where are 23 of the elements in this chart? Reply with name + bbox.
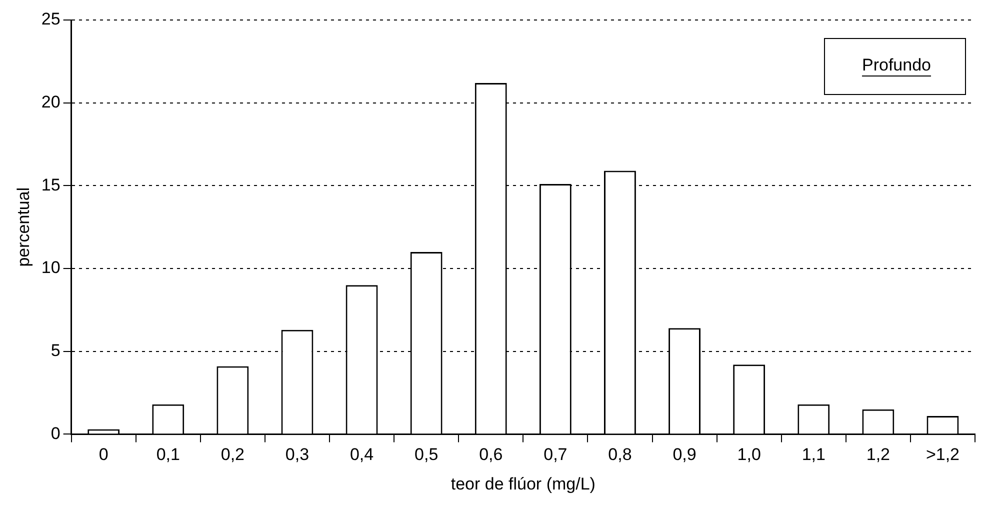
x-tick-label: 0,9 xyxy=(672,445,696,464)
y-tick-label: 0 xyxy=(50,424,60,443)
x-tick-label: 0,8 xyxy=(608,445,632,464)
x-tick-label: 1,0 xyxy=(737,445,761,464)
text: Profundo xyxy=(862,56,932,75)
x-tick-label: 0,2 xyxy=(220,445,245,464)
x-tick-label: 0,3 xyxy=(285,445,310,464)
x-axis-title: teor de flúor (mg/L) xyxy=(450,474,596,494)
y-tick-label: 5 xyxy=(50,341,60,360)
x-tick-label: 0,6 xyxy=(479,445,503,464)
x-tick-label: 0,7 xyxy=(544,445,568,464)
x-tick-label: 0,4 xyxy=(350,445,374,464)
x-tick-label: >1,2 xyxy=(926,445,960,464)
x-tick-label: 1,2 xyxy=(866,445,890,464)
y-tick-label: 15 xyxy=(41,175,60,194)
x-tick-label: 1,1 xyxy=(802,445,826,464)
x-tick-label: 0 xyxy=(98,445,108,464)
x-tick-label: 0,5 xyxy=(414,445,438,464)
y-tick-label: 10 xyxy=(41,258,60,278)
x-tick-label: 0,1 xyxy=(156,445,180,464)
y-axis-title: percentual xyxy=(14,187,33,267)
y-tick-label: 25 xyxy=(41,10,60,29)
y-tick-label: 20 xyxy=(41,92,60,112)
